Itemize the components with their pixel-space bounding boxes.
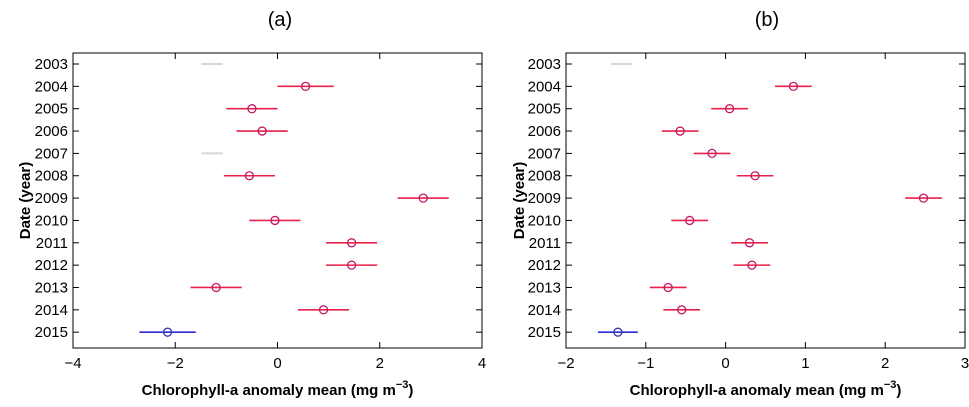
y-tick-label: 2014 (35, 302, 68, 319)
y-tick-label: 2011 (36, 235, 68, 252)
y-tick-label: 2009 (35, 190, 68, 207)
mean-marker (685, 215, 695, 226)
mean-marker (300, 81, 311, 91)
mean-marker (613, 327, 623, 337)
y-tick-label: 2015 (35, 324, 68, 341)
x-tick-label: −4 (64, 355, 81, 372)
y-tick-label: 2012 (528, 257, 561, 274)
mean-marker (918, 193, 929, 203)
plot-frame (565, 52, 966, 349)
y-tick-label: 2011 (529, 235, 561, 252)
y-tick-label: 2013 (528, 279, 561, 296)
y-tick-label: 2010 (528, 212, 561, 229)
mean-marker (707, 148, 717, 159)
x-tick-label: 3 (961, 355, 969, 372)
y-tick-label: 2008 (35, 168, 68, 185)
mean-marker (247, 104, 257, 114)
x-tick-label: 0 (273, 355, 281, 372)
mean-marker (663, 282, 673, 293)
mean-marker (788, 81, 799, 91)
mean-marker (162, 327, 173, 337)
mean-marker (747, 260, 757, 270)
y-tick-label: 2006 (35, 123, 68, 140)
y-tick-label: 2015 (528, 324, 561, 341)
y-tick-label: 2004 (528, 78, 561, 95)
mean-marker (675, 126, 685, 136)
chart-panel-b: (b) 2003 2004 2005 2006 2007 2008 2009 2010 2011 2… (511, 9, 969, 399)
y-tick-label: 2012 (35, 257, 68, 274)
panel-title: (b) (755, 9, 779, 31)
y-tick-label: 2014 (528, 302, 561, 319)
y-tick-label: 2003 (35, 56, 68, 73)
y-tick-label: 2004 (35, 78, 68, 95)
y-tick-label: 2006 (528, 123, 561, 140)
mean-marker (318, 305, 329, 315)
y-tick-label: 2007 (35, 145, 68, 162)
x-tick-label: 0 (721, 355, 729, 372)
mean-marker (270, 215, 280, 226)
y-tick-label: 2003 (528, 56, 561, 73)
x-axis-label: Chlorophyll-a anomaly mean (mg m−3) (630, 379, 902, 399)
x-axis-label: Chlorophyll-a anomaly mean (mg m−3) (142, 379, 414, 399)
y-tick-label: 2008 (528, 168, 561, 185)
mean-marker (211, 282, 221, 293)
mean-marker (677, 305, 687, 315)
y-axis-label: Date (year) (511, 162, 528, 240)
mean-marker (744, 238, 755, 248)
panel-title: (a) (268, 9, 292, 31)
x-tick-label: −2 (167, 355, 184, 372)
chart-panel-a: (a) 2003 2004 2005 2006 2007 2008 2009 2010 2011 2… (17, 9, 486, 399)
x-tick-label: 4 (478, 355, 486, 372)
x-tick-label: 2 (376, 355, 384, 372)
y-tick-label: 2005 (528, 101, 561, 118)
x-tick-label: −2 (557, 355, 574, 372)
mean-marker (418, 193, 428, 203)
x-tick-label: 2 (881, 355, 889, 372)
y-tick-label: 2005 (35, 101, 68, 118)
x-tick-label: 1 (801, 355, 809, 372)
mean-marker (346, 238, 357, 248)
y-axis-label: Date (year) (17, 162, 34, 240)
mean-marker (244, 171, 255, 181)
mean-marker (346, 260, 357, 270)
y-tick-label: 2013 (35, 279, 68, 296)
y-tick-label: 2007 (528, 145, 561, 162)
mean-marker (750, 171, 760, 181)
mean-marker (257, 126, 267, 136)
y-tick-label: 2010 (35, 212, 68, 229)
x-tick-label: −1 (637, 355, 654, 372)
y-tick-label: 2009 (528, 190, 561, 207)
mean-marker (724, 104, 735, 114)
